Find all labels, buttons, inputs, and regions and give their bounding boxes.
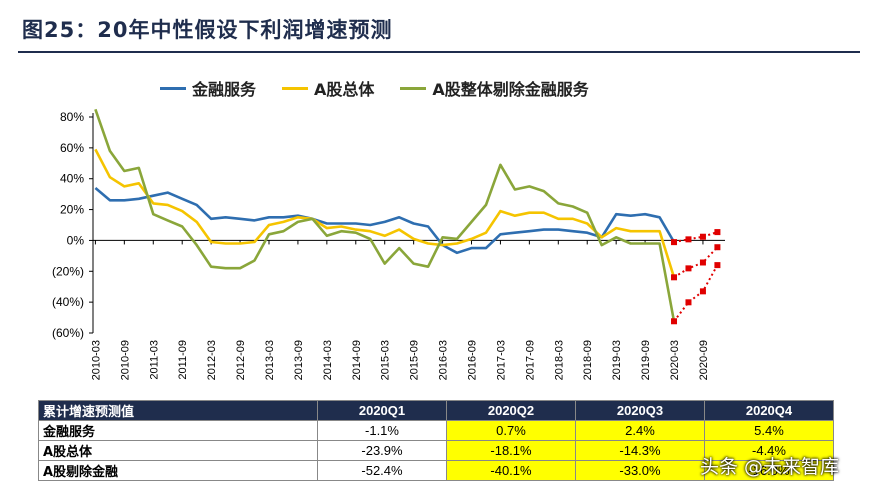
x-tick-label: 2010-03 <box>90 340 102 380</box>
x-tick-label: 2010-09 <box>119 340 131 380</box>
series-line-0 <box>94 187 676 255</box>
x-tick-label: 2017-03 <box>495 340 507 380</box>
forecast-point <box>699 259 706 266</box>
table-header: 累计增速预测值 <box>38 400 318 421</box>
table-cell: -33.0% <box>575 460 705 481</box>
y-tick-label: 20% <box>60 203 84 217</box>
forecast-point <box>714 262 721 269</box>
x-tick-label: 2013-09 <box>293 340 305 380</box>
x-tick-label: 2020-09 <box>698 340 710 380</box>
x-tick-label: 2014-09 <box>351 340 363 380</box>
table-header-row: 累计增速预测值 2020Q1 2020Q2 2020Q3 2020Q4 <box>38 400 834 421</box>
table-cell: 0.7% <box>446 420 576 441</box>
page-title: 图25：20年中性假设下利润增速预测 <box>22 18 393 42</box>
table-cell: -40.1% <box>446 460 576 481</box>
row-label: A股总体 <box>38 440 318 461</box>
row-label: A股剔除金融 <box>38 460 318 481</box>
y-tick-label: 60% <box>60 141 84 155</box>
legend-item-a-share-ex-financial: A股整体剔除金融服务 <box>400 76 589 100</box>
table-header: 2020Q2 <box>446 400 576 421</box>
x-tick-label: 2019-03 <box>611 340 623 380</box>
table-cell: -52.4% <box>317 460 447 481</box>
x-tick-label: 2011-09 <box>177 340 189 380</box>
series-line-2 <box>94 108 676 322</box>
y-tick-label: 80% <box>60 110 84 124</box>
table-cell: -4.4% <box>704 440 834 461</box>
forecast-point <box>671 274 678 281</box>
forecast-table: 累计增速预测值 2020Q1 2020Q2 2020Q3 2020Q4 金融服务… <box>38 400 834 481</box>
forecast-point <box>671 239 678 246</box>
x-tick-label: 2013-03 <box>264 340 276 380</box>
table-cell: -23.9% <box>317 440 447 461</box>
table-header: 2020Q1 <box>317 400 447 421</box>
x-tick-label: 2020-03 <box>669 340 681 380</box>
x-tick-label: 2012-03 <box>206 340 218 380</box>
table-cell: -14.3% <box>575 440 705 461</box>
table-cell: -16.0% <box>704 460 834 481</box>
forecast-point <box>671 318 678 325</box>
x-tick-label: 2018-09 <box>582 340 594 380</box>
y-tick-label: (20%) <box>52 264 84 278</box>
table-row: A股总体 -23.9% -18.1% -14.3% -4.4% <box>38 440 834 461</box>
x-tick-label: 2016-09 <box>467 340 479 380</box>
table-header: 2020Q3 <box>575 400 705 421</box>
forecast-point <box>699 288 706 295</box>
table-row: A股剔除金融 -52.4% -40.1% -33.0% -16.0% <box>38 460 834 481</box>
table-cell: -18.1% <box>446 440 576 461</box>
table-cell: -1.1% <box>317 420 447 441</box>
table-row: 金融服务 -1.1% 0.7% 2.4% 5.4% <box>38 420 834 441</box>
table-cell: 5.4% <box>704 420 834 441</box>
legend-swatch <box>160 86 186 90</box>
x-tick-label: 2012-09 <box>235 340 247 380</box>
legend-item-financial: 金融服务 <box>160 76 256 100</box>
legend-swatch <box>400 86 427 90</box>
legend-swatch <box>282 86 309 90</box>
chart-legend: 金融服务 A股总体 A股整体剔除金融服务 <box>160 76 589 100</box>
forecast-line-1 <box>673 246 719 279</box>
x-tick-label: 2011-03 <box>148 340 160 380</box>
forecast-point <box>685 236 692 243</box>
x-tick-label: 2015-03 <box>380 340 392 380</box>
forecast-point <box>714 229 721 236</box>
forecast-line-2 <box>673 264 719 322</box>
forecast-point <box>714 244 721 251</box>
legend-label: A股整体剔除金融服务 <box>432 80 589 99</box>
y-tick-label: (40%) <box>52 295 84 309</box>
row-label: 金融服务 <box>38 420 318 441</box>
x-tick-label: 2014-03 <box>322 340 334 380</box>
line-chart: 80% 60% 40% 20% 0% (20%) (40%) (60%) 2010-03 2010… <box>52 108 725 380</box>
x-tick-label: 2017-09 <box>524 340 536 380</box>
x-tick-label: 2019-09 <box>640 340 652 380</box>
legend-label: 金融服务 <box>192 80 257 99</box>
legend-item-a-share-total: A股总体 <box>282 76 374 100</box>
y-tick-label: 40% <box>60 172 84 186</box>
y-tick-label: 0% <box>67 233 85 247</box>
table-cell: 2.4% <box>575 420 705 441</box>
series-line-1 <box>94 148 676 278</box>
legend-label: A股总体 <box>314 80 375 99</box>
title-divider <box>18 51 860 53</box>
forecast-point <box>685 299 692 306</box>
x-tick-label: 2015-09 <box>409 340 421 380</box>
y-tick-label: (60%) <box>52 326 84 340</box>
forecast-point <box>699 233 706 240</box>
forecast-point <box>685 265 692 272</box>
table-header: 2020Q4 <box>704 400 834 421</box>
x-tick-label: 2016-03 <box>438 340 450 380</box>
x-tick-label: 2018-03 <box>553 340 565 380</box>
watermark: 头条 @未来智库 <box>700 456 840 478</box>
